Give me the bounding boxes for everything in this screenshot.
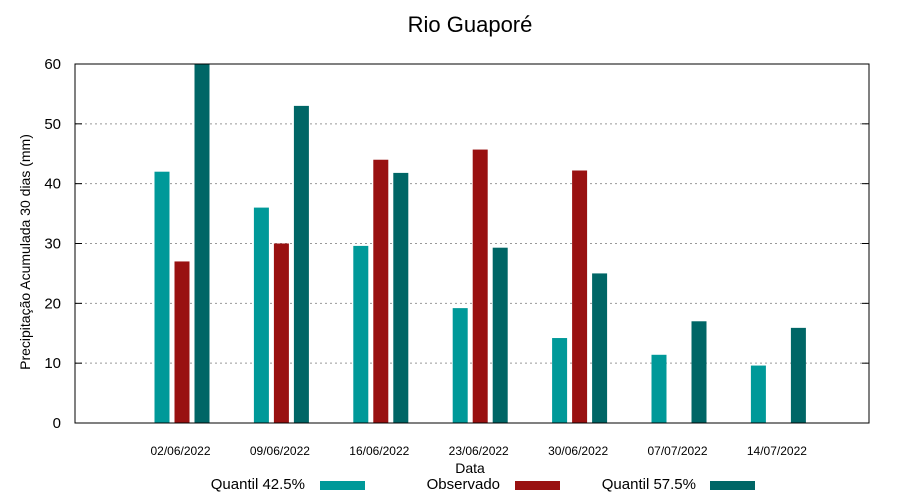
bar-quantil-42-5 [353, 245, 369, 423]
legend-swatch [320, 481, 365, 490]
x-tick-label: 09/06/2022 [250, 444, 310, 458]
y-axis-label: Precipitação Acumulada 30 dias (mm) [17, 134, 33, 370]
bar-quantil-57-5 [492, 247, 508, 423]
legend: Quantil 42.5% Observado Quantil 57.5% [211, 476, 755, 493]
x-tick-label: 23/06/2022 [449, 444, 509, 458]
x-tick-label: 30/06/2022 [548, 444, 608, 458]
bar-quantil-42-5 [154, 171, 170, 423]
chart-title: Rio Guaporé [408, 12, 533, 37]
legend-label: Quantil 42.5% [211, 476, 305, 493]
y-tick-label: 30 [44, 236, 61, 253]
bar-observado [273, 243, 289, 423]
x-tick-label: 07/07/2022 [647, 444, 707, 458]
y-tick-label: 60 [44, 56, 61, 73]
y-tick-label: 10 [44, 355, 61, 372]
bar-quantil-57-5 [393, 172, 409, 423]
x-tick-label: 14/07/2022 [747, 444, 807, 458]
y-tick-label: 0 [53, 415, 61, 432]
x-axis-ticks: 02/06/2022 09/06/2022 16/06/2022 23/06/2022… [150, 444, 807, 458]
bar-observado [174, 261, 190, 423]
x-tick-label: 02/06/2022 [150, 444, 210, 458]
bar-quantil-57-5 [592, 273, 608, 423]
grid [75, 123, 869, 364]
bar-quantil-57-5 [293, 105, 309, 423]
y-axis-ticks: 0 10 20 30 40 50 60 [44, 56, 869, 432]
x-axis-label: Data [455, 460, 485, 476]
bar-observado [572, 170, 588, 423]
bar-quantil-57-5 [691, 321, 707, 423]
x-tick-label: 16/06/2022 [349, 444, 409, 458]
legend-swatch [515, 481, 560, 490]
bar-quantil-42-5 [552, 338, 568, 423]
y-tick-label: 40 [44, 176, 61, 193]
bar-quantil-42-5 [651, 354, 667, 423]
bar-quantil-57-5 [790, 327, 806, 423]
y-tick-label: 50 [44, 116, 61, 133]
bar-quantil-57-5 [194, 64, 210, 423]
bar-quantil-42-5 [750, 365, 766, 423]
legend-label: Observado [427, 476, 500, 493]
bar-quantil-42-5 [253, 207, 269, 423]
bar-quantil-42-5 [452, 308, 468, 423]
bar-observado [373, 159, 389, 423]
plot-frame [74, 63, 870, 424]
y-tick-label: 20 [44, 295, 61, 312]
bars [154, 64, 806, 424]
legend-label: Quantil 57.5% [602, 476, 696, 493]
bar-observado [472, 149, 488, 424]
legend-swatch [710, 481, 755, 490]
